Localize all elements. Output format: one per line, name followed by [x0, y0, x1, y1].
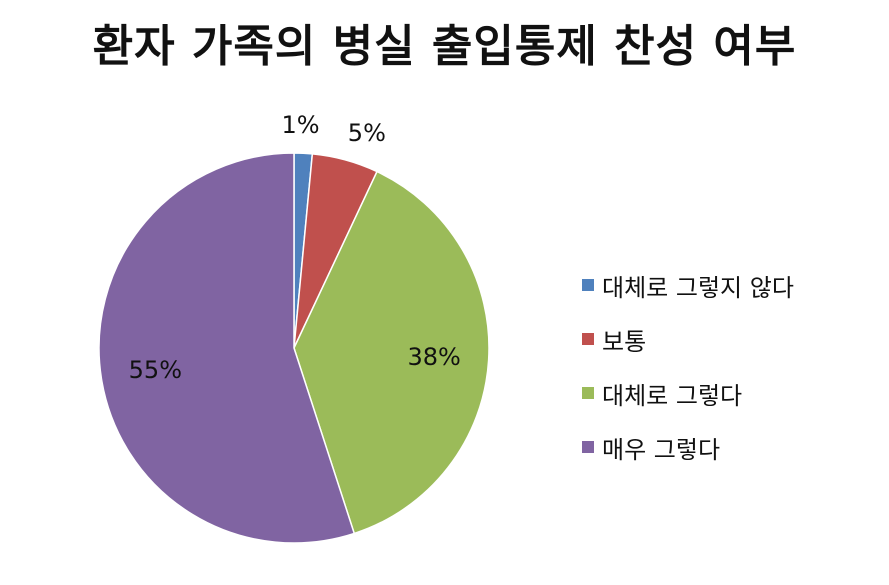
data-label: 38%	[407, 343, 460, 371]
legend-swatch	[582, 387, 594, 399]
legend-swatch	[582, 441, 594, 453]
legend-item: 대체로 그렇다	[582, 366, 794, 420]
legend-label: 보통	[602, 327, 647, 356]
chart-title: 환자 가족의 병실 출입통제 찬성 여부	[92, 21, 797, 72]
data-label: 1%	[281, 111, 319, 139]
legend-label: 대체로 그렇다	[602, 381, 743, 410]
legend-swatch	[582, 333, 594, 345]
legend-label: 대체로 그렇지 않다	[602, 273, 794, 302]
legend-item: 매우 그렇다	[582, 420, 794, 474]
legend: 대체로 그렇지 않다 보통 대체로 그렇다 매우 그렇다	[582, 258, 794, 474]
legend-item: 대체로 그렇지 않다	[582, 258, 794, 312]
data-label: 55%	[129, 356, 182, 384]
data-label: 5%	[348, 119, 386, 147]
legend-label: 매우 그렇다	[602, 435, 721, 464]
legend-item: 보통	[582, 312, 794, 366]
pie-slice	[98, 152, 356, 544]
legend-swatch	[582, 279, 594, 291]
pie-slice	[293, 170, 490, 535]
